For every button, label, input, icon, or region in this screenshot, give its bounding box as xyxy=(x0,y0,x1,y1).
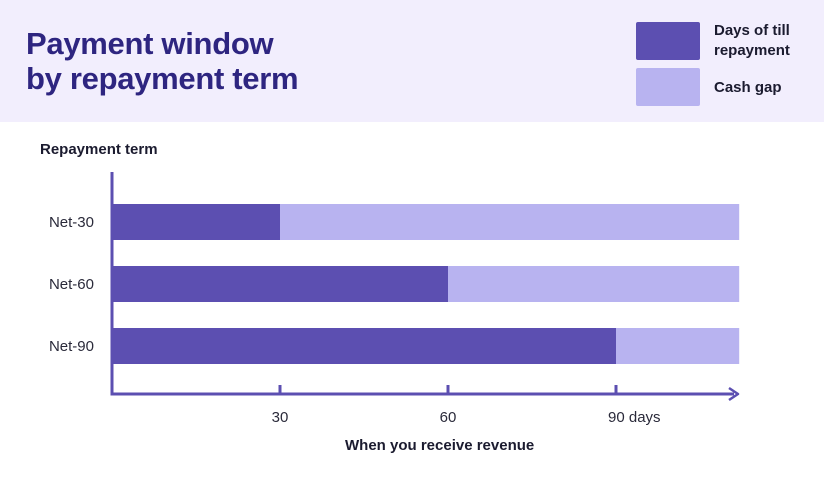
x-axis-title: When you receive revenue xyxy=(345,437,535,454)
bar-cash-gap-net-90 xyxy=(616,328,740,364)
legend-swatch-days-till-repayment xyxy=(636,22,700,60)
header-band: Payment window by repayment term Days of… xyxy=(0,0,824,122)
y-axis-title: Repayment term xyxy=(40,141,158,158)
bar-days-till-repayment-net-60 xyxy=(112,266,448,302)
chart-title-line-2: by repayment term xyxy=(26,61,299,96)
category-label-net-60: Net-60 xyxy=(49,276,94,293)
legend-label-days-till-repayment: Days of till repayment xyxy=(714,22,790,59)
bar-cash-gap-net-60 xyxy=(448,266,740,302)
x-tick-label-30: 30 xyxy=(272,409,289,426)
x-tick-label-60: 60 xyxy=(440,409,457,426)
bar-cash-gap-net-30 xyxy=(280,204,740,240)
chart-title: Payment window by repayment term xyxy=(26,26,299,96)
legend-label-cash-gap: Cash gap xyxy=(714,79,782,96)
legend-swatch-cash-gap xyxy=(636,68,700,106)
x-tick-label-90: 90 days xyxy=(608,409,661,426)
chart-title-line-1: Payment window xyxy=(26,26,274,61)
bar-days-till-repayment-net-30 xyxy=(112,204,280,240)
bar-days-till-repayment-net-90 xyxy=(112,328,616,364)
x-axis-arrow-icon xyxy=(728,386,740,402)
category-label-net-90: Net-90 xyxy=(49,338,94,355)
category-label-net-30: Net-30 xyxy=(49,214,94,231)
